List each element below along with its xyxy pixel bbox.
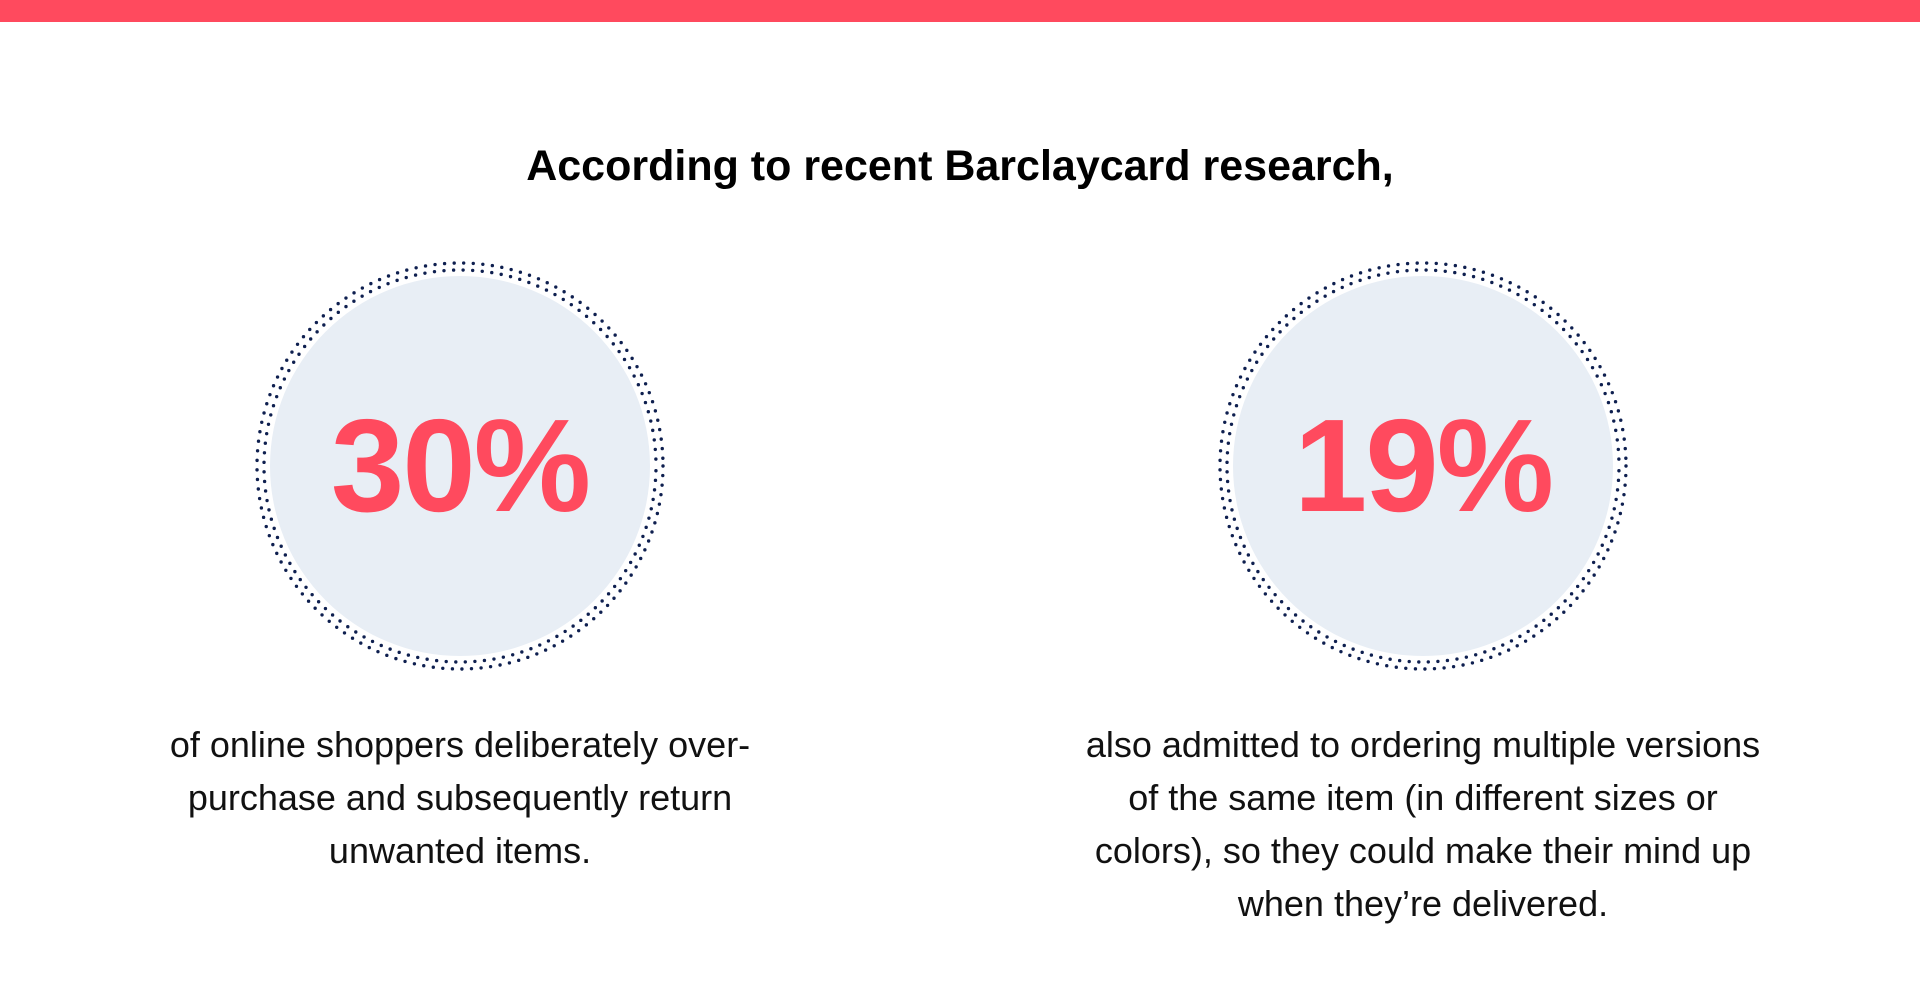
- dotted-circle-icon: [1218, 261, 1628, 671]
- stat-circle-2: 19%: [1217, 260, 1629, 672]
- stat-value-1: 30%: [330, 392, 591, 539]
- stat-circle-1: 30%: [254, 260, 666, 672]
- top-accent-bar: [0, 0, 1920, 22]
- stat-caption-2: also admitted to ordering multiple versi…: [1085, 724, 1761, 924]
- stat-caption-1: of online shoppers deliberately over-pur…: [169, 724, 751, 871]
- dotted-circle-icon: [255, 261, 665, 671]
- headline: According to recent Barclaycard research…: [526, 142, 1394, 190]
- stat-value-2: 19%: [1293, 392, 1554, 539]
